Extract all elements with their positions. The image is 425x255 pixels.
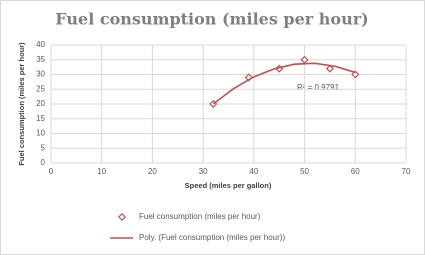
y-tick-label: 40 — [36, 40, 45, 49]
y-tick-label: 5 — [41, 143, 46, 152]
y-tick-label: 25 — [36, 84, 45, 93]
point — [325, 64, 334, 73]
y-tick-label: 15 — [36, 114, 45, 123]
x-tick-label: 70 — [402, 167, 411, 176]
y-tick-label: 20 — [36, 99, 45, 108]
x-axis-title: Speed (miles per gallon) — [185, 181, 272, 190]
y-axis-title: Fuel consumption (miles per hour) — [17, 42, 26, 166]
x-tick-label: 20 — [148, 167, 157, 176]
legend-label: Fuel consumption (miles per hour) — [139, 212, 261, 221]
x-tick-label: 10 — [97, 167, 106, 176]
y-tick-label: 35 — [36, 55, 45, 64]
annotation: R² = 0.9791 — [297, 83, 340, 92]
x-tick-label: 0 — [49, 167, 54, 176]
legend-marker — [117, 212, 127, 222]
chart-title: Fuel consumption (miles per hour) — [55, 10, 368, 29]
x-tick-label: 30 — [199, 167, 208, 176]
y-tick-label: 10 — [36, 129, 45, 138]
y-tick-label: 0 — [41, 158, 46, 167]
legend-label: Poly. (Fuel consumption (miles per hour)… — [139, 233, 285, 242]
x-tick-label: 50 — [300, 167, 309, 176]
x-tick-label: 40 — [249, 167, 258, 176]
point — [351, 70, 360, 79]
y-tick-label: 30 — [36, 70, 45, 79]
x-tick-label: 60 — [351, 167, 360, 176]
trendline — [212, 62, 356, 105]
